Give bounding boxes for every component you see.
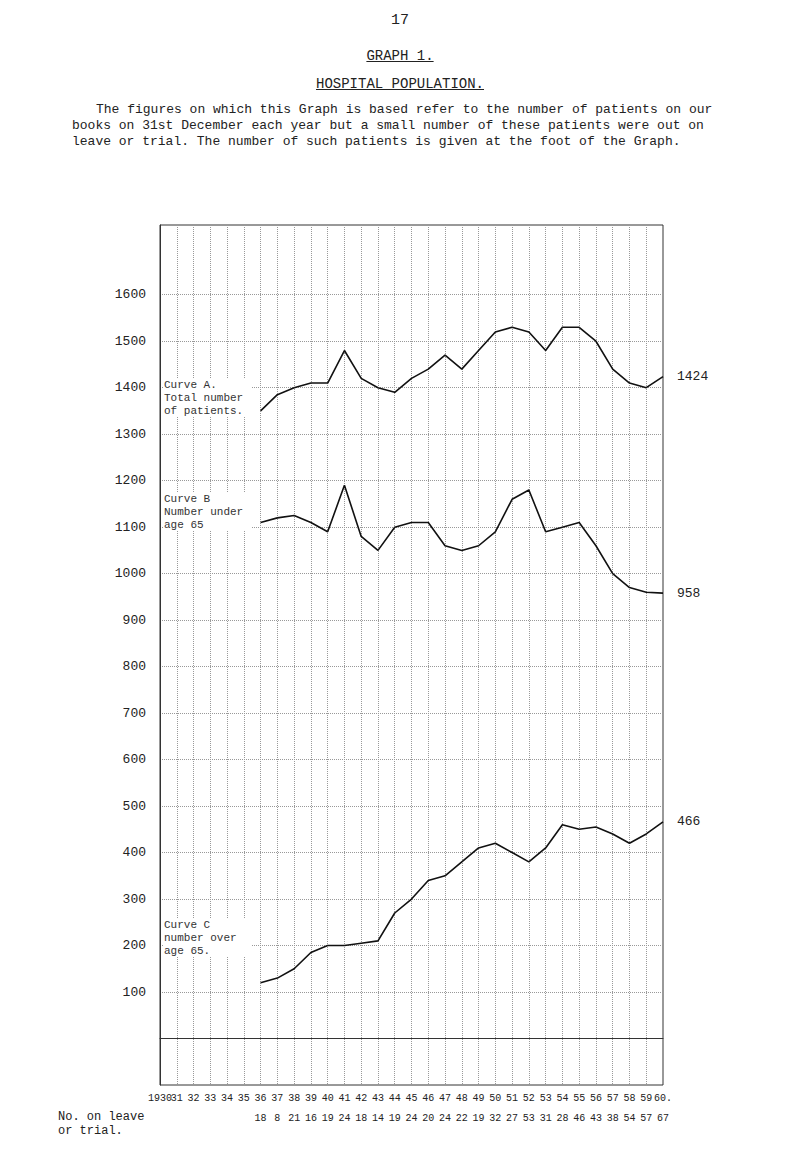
svg-text:55: 55 xyxy=(573,1093,585,1104)
svg-text:958: 958 xyxy=(677,586,700,601)
svg-text:36: 36 xyxy=(255,1093,267,1104)
html-text:HOSPITAL POPULATION.: HOSPITAL POPULATION. xyxy=(316,76,484,92)
svg-text:22: 22 xyxy=(456,1113,468,1124)
svg-text:46: 46 xyxy=(422,1093,434,1104)
svg-text:56: 56 xyxy=(590,1093,602,1104)
svg-text:42: 42 xyxy=(355,1093,367,1104)
svg-text:Curve C: Curve C xyxy=(164,919,217,931)
svg-text:Curve B: Curve B xyxy=(164,493,217,505)
svg-text:14: 14 xyxy=(372,1113,384,1124)
svg-text:28: 28 xyxy=(556,1113,568,1124)
svg-text:1930: 1930 xyxy=(148,1093,172,1104)
svg-text:38: 38 xyxy=(607,1113,619,1124)
svg-text:100: 100 xyxy=(123,985,146,1000)
svg-text:34: 34 xyxy=(221,1093,233,1104)
svg-text:8: 8 xyxy=(274,1113,280,1124)
html-text:The figures on which this Grap: The figures on which this Graph is based… xyxy=(72,102,713,149)
svg-text:51: 51 xyxy=(506,1093,518,1104)
svg-text:500: 500 xyxy=(123,799,146,814)
svg-text:1200: 1200 xyxy=(115,473,146,488)
svg-text:age 65.: age 65. xyxy=(164,945,210,957)
svg-text:700: 700 xyxy=(123,706,146,721)
svg-text:58: 58 xyxy=(623,1093,635,1104)
svg-text:1400: 1400 xyxy=(115,380,146,395)
svg-text:24: 24 xyxy=(338,1113,350,1124)
svg-text:53: 53 xyxy=(523,1113,535,1124)
svg-text:1424: 1424 xyxy=(677,369,708,384)
svg-text:1600: 1600 xyxy=(115,287,146,302)
svg-text:52: 52 xyxy=(523,1093,535,1104)
svg-text:43: 43 xyxy=(590,1113,602,1124)
svg-text:38: 38 xyxy=(288,1093,300,1104)
svg-text:age 65: age 65 xyxy=(164,519,204,531)
svg-text:of patients.: of patients. xyxy=(164,405,243,417)
svg-text:200: 200 xyxy=(123,938,146,953)
svg-text:53: 53 xyxy=(540,1093,552,1104)
svg-text:27: 27 xyxy=(506,1113,518,1124)
svg-text:60.: 60. xyxy=(654,1093,672,1104)
svg-text:46: 46 xyxy=(573,1113,585,1124)
svg-text:number over: number over xyxy=(164,932,243,944)
svg-text:35: 35 xyxy=(238,1093,250,1104)
svg-text:466: 466 xyxy=(677,814,700,829)
svg-text:400: 400 xyxy=(123,845,146,860)
svg-text:32: 32 xyxy=(489,1113,501,1124)
svg-text:45: 45 xyxy=(405,1093,417,1104)
svg-text:18: 18 xyxy=(255,1113,267,1124)
svg-text:18: 18 xyxy=(355,1113,367,1124)
svg-text:Total number: Total number xyxy=(164,392,250,404)
svg-text:50: 50 xyxy=(489,1093,501,1104)
svg-text:16: 16 xyxy=(305,1113,317,1124)
svg-text:57: 57 xyxy=(607,1093,619,1104)
html-text:17: 17 xyxy=(391,12,409,29)
svg-text:43: 43 xyxy=(372,1093,384,1104)
html-text:GRAPH 1.: GRAPH 1. xyxy=(366,48,434,64)
svg-text:44: 44 xyxy=(389,1093,401,1104)
svg-text:Number under: Number under xyxy=(164,506,250,518)
svg-text:19: 19 xyxy=(322,1113,334,1124)
svg-text:20: 20 xyxy=(422,1113,434,1124)
svg-text:1500: 1500 xyxy=(115,334,146,349)
svg-text:49: 49 xyxy=(473,1093,485,1104)
svg-text:or trial.: or trial. xyxy=(58,1124,123,1138)
svg-text:19: 19 xyxy=(389,1113,401,1124)
svg-text:67: 67 xyxy=(657,1113,669,1124)
svg-text:600: 600 xyxy=(123,752,146,767)
svg-text:33: 33 xyxy=(204,1093,216,1104)
svg-text:21: 21 xyxy=(288,1113,300,1124)
svg-text:57: 57 xyxy=(640,1113,652,1124)
svg-text:31: 31 xyxy=(540,1113,552,1124)
svg-text:47: 47 xyxy=(439,1093,451,1104)
svg-text:Curve A.: Curve A. xyxy=(164,379,223,391)
svg-text:1000: 1000 xyxy=(115,566,146,581)
svg-text:40: 40 xyxy=(322,1093,334,1104)
svg-text:54: 54 xyxy=(623,1113,635,1124)
svg-text:1300: 1300 xyxy=(115,427,146,442)
svg-text:1100: 1100 xyxy=(115,520,146,535)
svg-text:19: 19 xyxy=(473,1113,485,1124)
svg-text:No. on leave: No. on leave xyxy=(58,1110,152,1124)
svg-text:41: 41 xyxy=(338,1093,350,1104)
svg-text:39: 39 xyxy=(305,1093,317,1104)
svg-text:24: 24 xyxy=(439,1113,451,1124)
svg-text:54: 54 xyxy=(556,1093,568,1104)
svg-text:59: 59 xyxy=(640,1093,652,1104)
svg-text:800: 800 xyxy=(123,659,146,674)
svg-text:37: 37 xyxy=(271,1093,283,1104)
svg-text:300: 300 xyxy=(123,892,146,907)
svg-text:32: 32 xyxy=(188,1093,200,1104)
svg-text:31: 31 xyxy=(171,1093,183,1104)
svg-text:24: 24 xyxy=(405,1113,417,1124)
svg-text:48: 48 xyxy=(456,1093,468,1104)
svg-text:900: 900 xyxy=(123,613,146,628)
